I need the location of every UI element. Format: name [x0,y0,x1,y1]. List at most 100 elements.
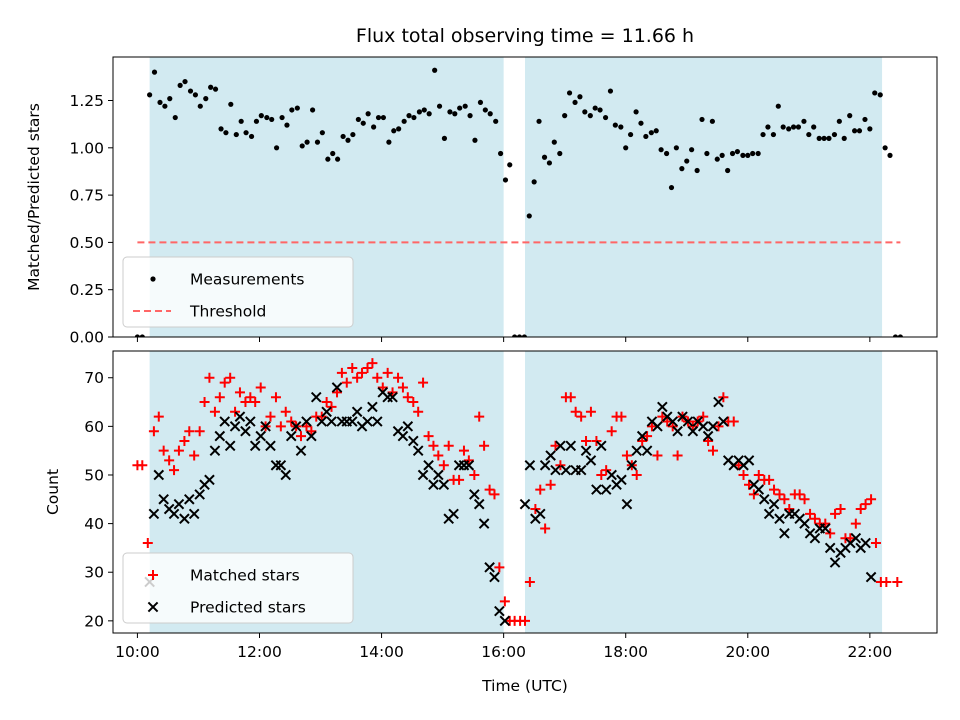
measurements-point [482,107,488,113]
measurements-point [607,88,614,94]
matched-stars-point [535,484,546,495]
matched-stars-point [672,450,683,461]
predicted-stars-point [260,421,271,432]
measurements-point [653,128,659,134]
matched-stars-point [870,538,881,549]
y-tick-label: 60 [84,418,104,436]
predicted-stars-point [295,445,307,456]
matched-stars-point [332,387,343,398]
measurements-point [269,116,275,123]
matched-stars-point [306,426,317,437]
matched-stars-point [418,377,429,388]
measurements-point [192,92,198,98]
predicted-stars-point [682,416,694,427]
predicted-stars-point [224,440,236,452]
matched-stars-point [230,406,241,417]
measurements-point [786,126,792,132]
measurements-point [462,103,468,109]
measurements-point [582,109,588,115]
measurements-point [831,131,838,138]
matched-stars-point [270,392,281,403]
predicted-stars-point [463,459,475,471]
matched-stars-point [479,440,490,451]
legend: Matched stars Predicted stars [122,552,354,624]
matched-stars-point [718,392,729,403]
measurements-point [729,150,736,157]
measurements-point [546,160,553,166]
measurements-point [765,124,771,130]
measurements-point [406,113,412,119]
measurements-point [248,133,255,140]
predicted-stars-point [667,416,679,427]
measurements-point [493,118,499,124]
measurements-point [360,120,366,126]
measurements-point [330,150,336,157]
axes-frame [112,350,938,634]
predicted-stars-point [768,498,780,510]
predicted-stars-point [158,493,169,505]
matched-stars-point [204,372,215,383]
predicted-stars-point [179,513,190,525]
matched-stars-point [433,450,444,461]
predicted-stars-point [626,459,638,471]
matched-stars-point [137,460,148,471]
measurements-point [826,135,832,141]
predicted-stars-point [519,498,531,510]
matched-stars-point [494,562,505,573]
measurements-point [638,120,644,126]
measurements-point [314,139,321,145]
measurements-point [714,156,720,162]
measurements-point [253,118,260,124]
measurements-point [472,137,478,143]
predicted-stars-point [539,459,551,471]
measurements-point [139,334,145,337]
predicted-stars-point [331,382,343,393]
y-tick-label: 1.25 [69,92,104,110]
measurements-point [648,130,654,136]
measurements-point [755,150,761,157]
predicted-stars-point [245,416,256,427]
matched-stars-point [662,416,673,427]
measurements-point [172,114,178,121]
matched-stars-point [707,445,718,456]
matched-stars-point [764,474,775,485]
measurements-point [187,88,194,94]
matched-stars-point [408,397,419,408]
plot-area [134,57,903,337]
measurements-point [289,107,295,113]
matched-stars-point [835,504,846,515]
measurements-point [633,109,639,115]
matched-stars-point [362,363,373,374]
measurements-point [740,152,746,158]
measurements-point [877,92,883,98]
matched-stars-point [703,435,714,446]
matched-stars-point [234,387,245,398]
matched-stars-point [769,484,780,495]
measurements-point [273,145,280,151]
measurements-point [350,131,356,138]
matched-stars-point [209,406,220,417]
predicted-stars-point [829,557,841,568]
matched-stars-point [367,358,378,369]
predicted-stars-point [310,391,322,403]
legend-label: Threshold [189,303,266,321]
predicted-stars-point [565,440,577,452]
measurements-point [623,145,629,151]
matched-stars-point [214,392,225,403]
matched-stars-point [402,392,413,403]
legend-label: Predicted stars [190,599,306,617]
matched-stars-point [748,489,759,500]
predicted-stars-point [351,406,363,418]
measurements-point [867,126,873,132]
observing-window [525,57,883,337]
matched-stars-point [744,479,755,490]
predicted-stars-point [774,513,785,525]
measurements-point [572,99,578,106]
measurements-point [694,167,700,174]
matched-stars-point [728,416,739,427]
matched-stars-point [387,387,398,398]
predicted-stars-point [229,421,241,432]
predicted-stars-point [240,425,251,437]
measurements-point [375,114,382,121]
measurements-point [319,130,325,136]
